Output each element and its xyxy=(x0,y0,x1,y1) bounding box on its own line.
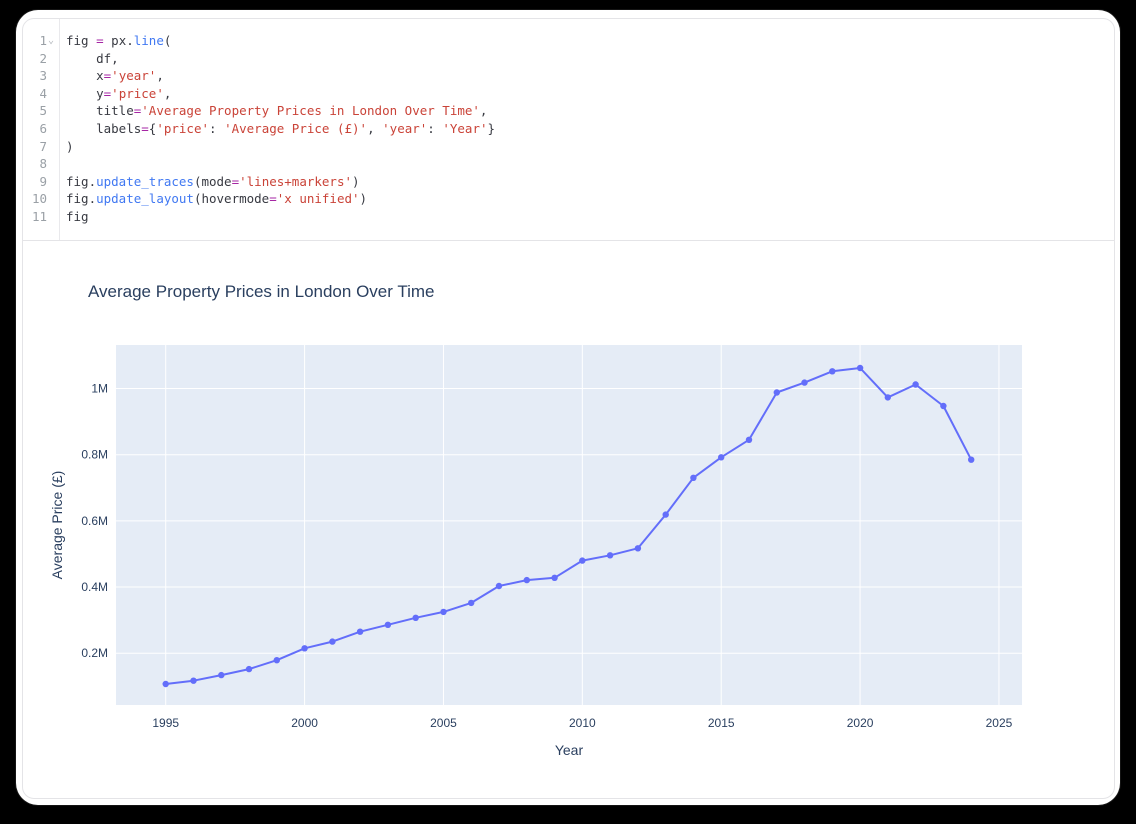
x-tick-label: 2005 xyxy=(430,716,457,730)
data-point-2011[interactable] xyxy=(606,552,614,559)
data-point-2019[interactable] xyxy=(829,368,836,375)
data-point-1999[interactable] xyxy=(273,657,280,664)
data-point-2008[interactable] xyxy=(523,576,530,584)
code-lines: 1 ⌄ fig = px.line(2 df, 3 x='year', 4 y='pri… xyxy=(23,32,1114,226)
y-axis-title: Average Price (£) xyxy=(49,471,65,580)
notebook-page: 1 ⌄ fig = px.line(2 df, 3 x='year', 4 y='pri… xyxy=(16,10,1120,805)
price-line[interactable] xyxy=(165,367,973,685)
line-number: 1 xyxy=(39,33,47,48)
code-line[interactable]: x='year', xyxy=(66,68,164,84)
code-line[interactable]: ) xyxy=(66,138,74,154)
y-tick-label: 0.6M xyxy=(81,514,108,528)
data-point-2007[interactable] xyxy=(495,582,503,590)
line-number: 4 xyxy=(39,85,47,101)
data-point-2000[interactable] xyxy=(301,645,308,652)
data-point-2021[interactable] xyxy=(884,394,891,401)
data-point-2023[interactable] xyxy=(940,402,947,410)
data-point-2013[interactable] xyxy=(662,511,669,518)
data-point-2018[interactable] xyxy=(801,379,808,386)
gutter-divider xyxy=(59,19,60,240)
data-point-2003[interactable] xyxy=(384,621,392,628)
data-point-2006[interactable] xyxy=(468,599,475,607)
line-number: 3 xyxy=(39,68,47,84)
data-point-2024[interactable] xyxy=(968,456,975,463)
code-line[interactable]: df, xyxy=(66,50,119,66)
x-tick-label: 2000 xyxy=(291,716,318,730)
data-point-2022[interactable] xyxy=(912,381,919,388)
code-line[interactable]: fig xyxy=(66,208,89,224)
code-row: 11 fig xyxy=(23,208,1114,226)
code-row: 9 fig.update_traces(mode='lines+markers') xyxy=(23,173,1114,191)
data-point-2002[interactable] xyxy=(356,628,364,635)
x-tick-label: 2010 xyxy=(569,716,596,730)
x-tick-label: 2025 xyxy=(986,716,1013,730)
line-number: 2 xyxy=(39,50,47,66)
data-point-2012[interactable] xyxy=(634,545,642,552)
line-number: 5 xyxy=(39,103,47,119)
code-line[interactable]: labels={'price': 'Average Price (£)', 'y… xyxy=(66,120,496,136)
chart-title: Average Property Prices in London Over T… xyxy=(88,282,434,301)
line-number: 10 xyxy=(31,191,47,207)
x-tick-label: 1995 xyxy=(152,716,179,730)
line-number: 11 xyxy=(31,208,47,224)
chevron-down-icon[interactable]: ⌄ xyxy=(48,35,55,46)
line-number: 7 xyxy=(39,138,47,154)
data-point-2017[interactable] xyxy=(773,389,780,396)
data-point-2020[interactable] xyxy=(856,364,864,372)
x-axis-title: Year xyxy=(555,742,584,758)
data-point-2009[interactable] xyxy=(551,574,558,581)
code-line[interactable]: fig.update_traces(mode='lines+markers') xyxy=(66,173,360,189)
line-number: 8 xyxy=(39,156,47,172)
code-row: 8 xyxy=(23,155,1114,173)
data-point-1996[interactable] xyxy=(190,677,197,684)
plot-area[interactable] xyxy=(116,345,1022,705)
data-point-2014[interactable] xyxy=(690,474,697,481)
data-point-1997[interactable] xyxy=(218,671,225,679)
x-tick-label: 2020 xyxy=(847,716,874,730)
y-tick-label: 0.2M xyxy=(81,646,108,660)
plotly-figure[interactable]: 0.2M 0.4M 0.6M 0.8M 1M 1995 2000 2005 2010 2015 20… xyxy=(16,255,1120,800)
y-tick-label: 0.8M xyxy=(81,448,108,462)
code-line[interactable]: fig.update_layout(hovermode='x unified') xyxy=(66,191,368,207)
code-line[interactable]: fig = px.line( xyxy=(66,33,172,48)
data-point-1998[interactable] xyxy=(245,665,253,673)
code-line[interactable]: y='price', xyxy=(66,85,172,101)
code-row: 4 y='price', xyxy=(23,85,1114,103)
data-point-2005[interactable] xyxy=(440,608,447,616)
code-row: 5 title='Average Property Prices in Lond… xyxy=(23,102,1114,120)
code-row: 10 fig.update_layout(hovermode='x unified… xyxy=(23,190,1114,208)
data-point-2001[interactable] xyxy=(329,638,336,645)
data-point-2010[interactable] xyxy=(579,557,586,564)
y-tick-label: 1M xyxy=(91,382,108,396)
code-editor[interactable]: 1 ⌄ fig = px.line(2 df, 3 x='year', 4 y='pri… xyxy=(23,19,1114,241)
code-line[interactable]: title='Average Property Prices in London… xyxy=(66,103,488,119)
data-point-1995[interactable] xyxy=(162,680,169,688)
line-number: 6 xyxy=(39,120,47,136)
line-number: 9 xyxy=(39,173,47,189)
code-row: 3 x='year', xyxy=(23,67,1114,85)
code-row: 7) xyxy=(23,138,1114,156)
data-point-2004[interactable] xyxy=(412,614,419,621)
x-tick-label: 2015 xyxy=(708,716,735,730)
data-point-2016[interactable] xyxy=(745,436,753,443)
data-point-2015[interactable] xyxy=(718,454,725,461)
code-line[interactable] xyxy=(59,155,66,173)
code-row: 1 ⌄ fig = px.line( xyxy=(23,32,1114,50)
code-row: 6 labels={'price': 'Average Price (£)', … xyxy=(23,120,1114,138)
code-row: 2 df, xyxy=(23,50,1114,68)
y-tick-label: 0.4M xyxy=(81,580,108,594)
